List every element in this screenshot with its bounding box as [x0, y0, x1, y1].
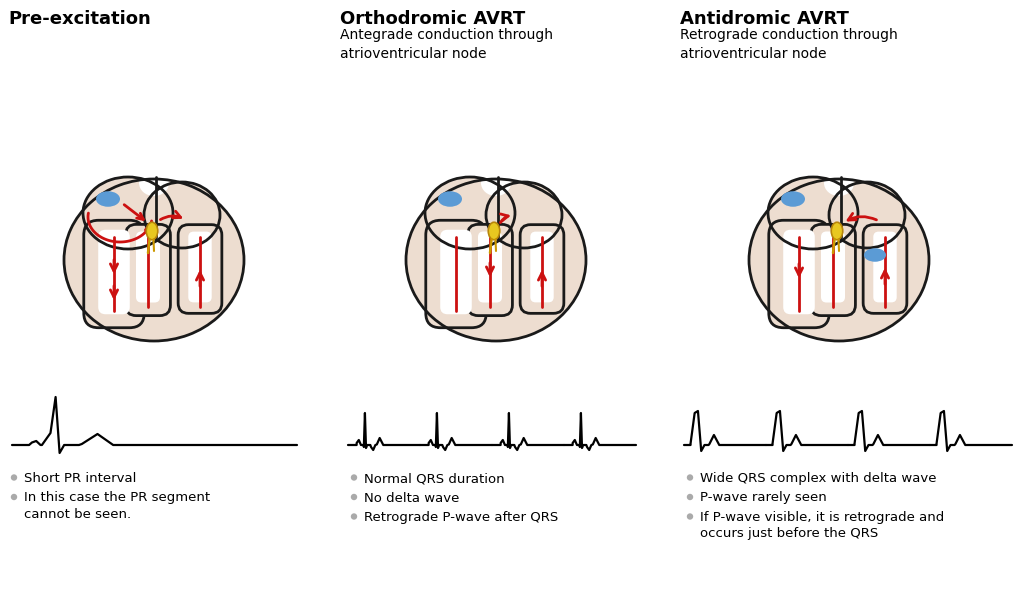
FancyBboxPatch shape [530, 231, 554, 303]
Text: In this case the PR segment: In this case the PR segment [24, 491, 210, 504]
Ellipse shape [83, 177, 173, 249]
Circle shape [351, 513, 357, 519]
Ellipse shape [768, 177, 858, 249]
Ellipse shape [831, 222, 843, 240]
Ellipse shape [438, 191, 462, 206]
Ellipse shape [139, 170, 169, 196]
Text: occurs just before the QRS: occurs just before the QRS [700, 527, 879, 541]
FancyBboxPatch shape [98, 230, 130, 314]
Circle shape [351, 494, 357, 500]
Text: cannot be seen.: cannot be seen. [24, 508, 131, 521]
FancyBboxPatch shape [84, 220, 144, 328]
Circle shape [687, 494, 693, 500]
Text: Pre-excitation: Pre-excitation [8, 10, 151, 28]
Text: Orthodromic AVRT: Orthodromic AVRT [340, 10, 525, 28]
Text: No delta wave: No delta wave [364, 491, 460, 504]
FancyBboxPatch shape [783, 230, 815, 314]
Ellipse shape [425, 177, 515, 249]
Ellipse shape [486, 182, 562, 248]
FancyBboxPatch shape [178, 225, 222, 314]
FancyBboxPatch shape [821, 231, 845, 303]
Ellipse shape [829, 182, 905, 248]
FancyBboxPatch shape [873, 231, 897, 303]
Ellipse shape [864, 248, 886, 262]
Circle shape [687, 474, 693, 481]
FancyBboxPatch shape [520, 225, 564, 314]
Ellipse shape [749, 179, 929, 341]
Ellipse shape [63, 179, 244, 341]
Text: Antegrade conduction through
atrioventricular node: Antegrade conduction through atrioventri… [340, 28, 553, 61]
FancyBboxPatch shape [188, 231, 212, 303]
FancyBboxPatch shape [426, 220, 486, 328]
Text: Wide QRS complex with delta wave: Wide QRS complex with delta wave [700, 472, 937, 485]
Circle shape [687, 513, 693, 519]
FancyBboxPatch shape [126, 224, 170, 315]
FancyBboxPatch shape [468, 224, 512, 315]
Text: Retrograde conduction through
atrioventricular node: Retrograde conduction through atrioventr… [680, 28, 898, 61]
Ellipse shape [824, 170, 854, 196]
Ellipse shape [481, 170, 511, 196]
Text: Normal QRS duration: Normal QRS duration [364, 472, 505, 485]
Ellipse shape [144, 182, 220, 248]
FancyBboxPatch shape [811, 224, 855, 315]
Ellipse shape [146, 222, 158, 240]
FancyBboxPatch shape [769, 220, 829, 328]
Text: If P-wave visible, it is retrograde and: If P-wave visible, it is retrograde and [700, 511, 944, 524]
Ellipse shape [96, 191, 120, 206]
Ellipse shape [406, 179, 586, 341]
Ellipse shape [488, 222, 500, 240]
FancyBboxPatch shape [478, 231, 502, 303]
Text: P-wave rarely seen: P-wave rarely seen [700, 491, 826, 504]
Text: Antidromic AVRT: Antidromic AVRT [680, 10, 849, 28]
FancyBboxPatch shape [863, 225, 907, 314]
Text: Retrograde P-wave after QRS: Retrograde P-wave after QRS [364, 511, 558, 524]
Circle shape [11, 474, 17, 481]
Circle shape [11, 494, 17, 500]
Text: Short PR interval: Short PR interval [24, 472, 136, 485]
Ellipse shape [781, 191, 805, 206]
FancyBboxPatch shape [440, 230, 472, 314]
Circle shape [351, 474, 357, 481]
FancyBboxPatch shape [136, 231, 160, 303]
